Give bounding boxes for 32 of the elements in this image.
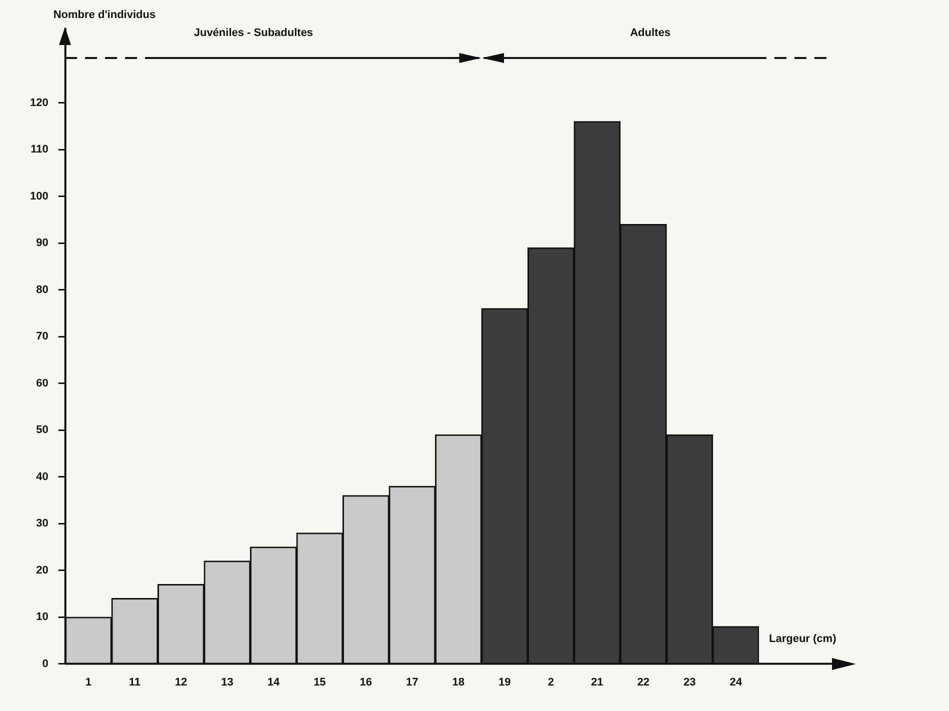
y-tick-label: 30 bbox=[36, 518, 48, 530]
x-tick-label: 14 bbox=[267, 676, 280, 688]
y-tick-label: 120 bbox=[30, 96, 48, 109]
x-tick-label: 11 bbox=[128, 676, 141, 688]
y-tick-label: 10 bbox=[36, 611, 48, 624]
annotation: Adultes bbox=[630, 27, 670, 39]
y-tick-label: 100 bbox=[30, 190, 48, 202]
x-tick-label: 15 bbox=[314, 676, 326, 688]
x-tick-label: 16 bbox=[360, 676, 372, 688]
y-tick-label: 70 bbox=[36, 330, 48, 343]
y-tick-label: 60 bbox=[36, 377, 48, 390]
y-tick-label: 0 bbox=[42, 658, 48, 670]
y-tick-label: 80 bbox=[36, 284, 48, 296]
x-tick-label: 18 bbox=[452, 676, 465, 688]
y-tick-label: 50 bbox=[36, 424, 48, 436]
y-axis-title: Nombre d'individus bbox=[53, 9, 156, 21]
x-tick-label: 12 bbox=[174, 676, 188, 688]
y-tick-label: 40 bbox=[36, 470, 48, 483]
x-tick-label: 17 bbox=[406, 676, 418, 688]
x-tick-label: 1 bbox=[85, 676, 92, 688]
x-tick-label: 19 bbox=[498, 676, 511, 688]
x-tick-label: 24 bbox=[730, 676, 743, 688]
x-tick-label: 22 bbox=[637, 676, 650, 688]
annotation: Juvéniles - Subadultes bbox=[194, 27, 314, 39]
x-axis-title: Largeur (cm) bbox=[769, 632, 837, 645]
y-tick-label: 90 bbox=[36, 237, 48, 250]
x-tick-label: 23 bbox=[684, 676, 696, 688]
y-tick-label: 110 bbox=[30, 144, 48, 156]
x-tick-label: 13 bbox=[221, 676, 234, 688]
x-tick-label: 21 bbox=[591, 676, 604, 688]
y-tick-label: 20 bbox=[36, 564, 48, 576]
x-tick-label: 2 bbox=[548, 676, 554, 688]
